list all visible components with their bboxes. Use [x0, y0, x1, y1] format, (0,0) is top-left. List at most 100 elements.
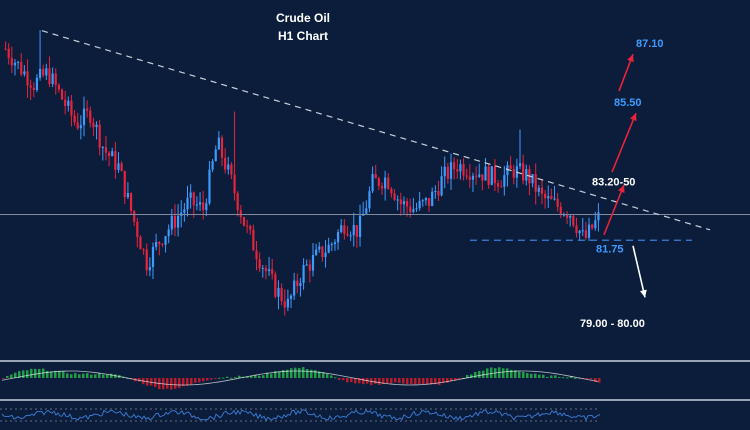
candle-body — [321, 246, 324, 258]
histogram-bar — [282, 369, 285, 378]
candle-body — [195, 204, 199, 206]
candle-body — [95, 124, 98, 128]
candle-body — [280, 287, 283, 302]
candle-body — [173, 215, 177, 228]
histogram-bar — [362, 378, 365, 385]
candle-body — [421, 200, 424, 202]
histogram-bar — [562, 377, 565, 379]
candle-body — [336, 232, 340, 243]
candle-body — [302, 265, 305, 283]
histogram-bar — [398, 378, 401, 383]
histogram-bar — [506, 368, 509, 378]
candle-body — [409, 206, 412, 213]
histogram-bar — [70, 374, 73, 378]
level-label-2: 85.50 — [614, 97, 642, 109]
candle-body — [578, 230, 581, 234]
histogram-bar — [218, 377, 221, 379]
histogram-bar — [450, 378, 453, 382]
histogram-bar — [234, 377, 237, 379]
candle-body — [111, 151, 114, 157]
candle-body — [562, 214, 566, 216]
arrow-3-head — [627, 54, 634, 63]
candle-body — [17, 61, 20, 63]
histogram-bar — [54, 370, 57, 378]
candle-body — [503, 175, 506, 187]
candle-body — [155, 242, 158, 247]
histogram-bar — [590, 378, 593, 380]
candle-body — [148, 267, 151, 271]
candle-body — [161, 243, 164, 245]
candle-body — [315, 249, 318, 255]
candle-body — [296, 280, 299, 286]
candle-body — [496, 183, 500, 187]
candle-body — [261, 267, 264, 269]
candle-body — [202, 202, 205, 211]
chart-title: Crude Oil — [276, 11, 330, 25]
histogram-bar — [358, 378, 361, 384]
histogram-bar — [442, 378, 445, 383]
histogram-bar — [306, 369, 309, 378]
candle-body — [224, 157, 227, 170]
candle-body — [145, 249, 148, 271]
candle-body — [13, 62, 17, 66]
histogram-bar — [30, 368, 33, 378]
candle-body — [534, 174, 537, 192]
candle-body — [264, 267, 268, 272]
candle-body — [142, 249, 145, 251]
histogram-bar — [382, 378, 385, 384]
candle-body — [518, 163, 522, 167]
histogram-bar — [558, 376, 561, 378]
histogram-bar — [438, 378, 441, 386]
candle-body — [440, 176, 443, 196]
candle-body — [405, 201, 409, 207]
histogram-bar — [474, 372, 477, 378]
candle-body — [170, 215, 173, 230]
histogram-bar — [346, 378, 349, 383]
candle-body — [471, 175, 475, 180]
candle-body — [267, 269, 271, 272]
histogram-bar — [386, 378, 389, 384]
candle-body — [509, 165, 512, 169]
candle-body — [220, 137, 224, 158]
histogram-bar — [106, 374, 109, 378]
histogram-bar — [154, 378, 157, 387]
histogram-bar — [98, 373, 101, 378]
candle-body — [98, 124, 101, 148]
histogram-bar — [458, 378, 461, 379]
histogram-bar — [22, 370, 25, 378]
candle-body — [365, 208, 368, 214]
candle-body — [242, 217, 246, 226]
signal-line — [1, 370, 599, 386]
histogram-bar — [330, 375, 333, 378]
level-label-4: 81.75 — [596, 243, 624, 255]
candle-body — [289, 295, 293, 299]
histogram-bar — [90, 374, 93, 378]
candle-body — [286, 298, 289, 308]
histogram-bar — [454, 378, 457, 381]
histogram-bar — [50, 371, 53, 378]
candles-layer — [4, 30, 600, 316]
candle-body — [456, 169, 459, 172]
candle-body — [484, 166, 487, 181]
histogram-bar — [170, 378, 173, 390]
candle-body — [139, 237, 142, 250]
candle-body — [318, 246, 321, 250]
histogram-bar — [94, 374, 97, 378]
candle-body — [396, 199, 399, 201]
histogram-bar — [478, 371, 481, 378]
candle-body — [355, 225, 358, 237]
histogram-bar — [194, 378, 197, 383]
candle-body — [249, 225, 252, 230]
histogram-bar — [10, 374, 13, 378]
candle-body — [45, 68, 48, 76]
candle-body — [214, 149, 217, 162]
candle-body — [186, 197, 189, 210]
histogram-bar — [290, 368, 293, 378]
candle-body — [198, 202, 202, 205]
candle-body — [431, 191, 434, 206]
histogram-bar — [570, 376, 573, 378]
candle-body — [531, 174, 534, 184]
histogram-bar — [538, 374, 541, 378]
arrow-1-shaft — [603, 184, 625, 236]
histogram-bar — [214, 378, 217, 379]
